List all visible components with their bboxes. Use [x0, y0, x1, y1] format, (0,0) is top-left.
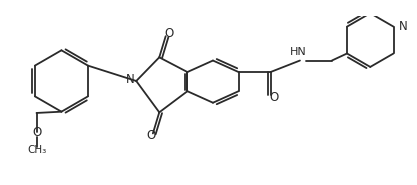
Text: CH₃: CH₃	[27, 145, 46, 155]
Text: N: N	[399, 20, 407, 33]
Text: O: O	[269, 91, 278, 104]
Text: O: O	[32, 126, 41, 139]
Text: O: O	[164, 27, 173, 40]
Text: HN: HN	[290, 47, 307, 57]
Text: O: O	[146, 130, 156, 142]
Text: N: N	[126, 73, 134, 86]
